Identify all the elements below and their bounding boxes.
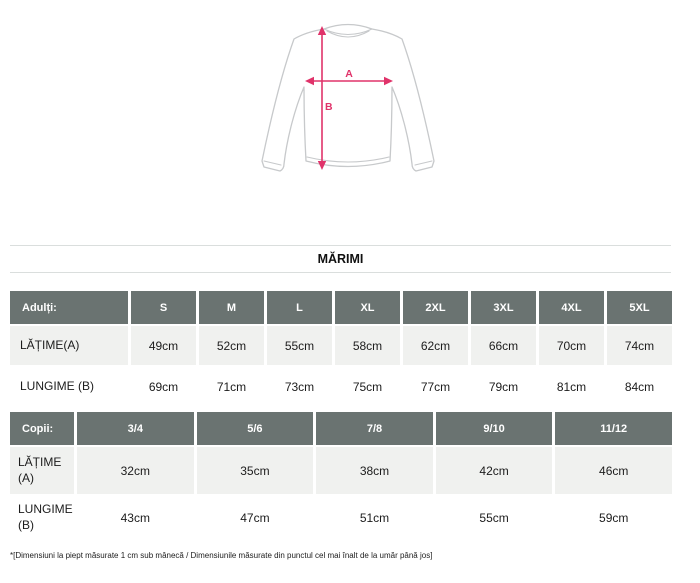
measurement-cell: 66cm: [471, 326, 536, 365]
adults-length-row-label: LUNGIME (B): [20, 378, 95, 393]
measurement-cell: 58cm: [335, 326, 400, 365]
measurement-cell: 49cm: [131, 326, 196, 365]
measurement-cell: 32cm: [77, 447, 194, 494]
children-width-row-label: LĂȚIME (A): [10, 447, 74, 494]
size-column-header-5-6: 5/6: [196, 412, 314, 445]
measurement-cell: 62cm: [403, 326, 468, 365]
measurement-cell: 84cm: [624, 379, 655, 394]
left-cuff-line: [263, 160, 282, 166]
measurement-cell: 46cm: [555, 447, 672, 494]
measurement-footnote: *[Dimensiuni la piept măsurate 1 cm sub …: [10, 551, 433, 560]
size-column-header-11-12: 11/12: [555, 412, 672, 445]
measurement-cell: 47cm: [240, 511, 270, 525]
measurement-cell: 75cm: [352, 379, 383, 394]
measurement-cell: 35cm: [196, 447, 314, 494]
measurement-cell: 59cm: [599, 511, 629, 525]
measurement-cell: 43cm: [120, 511, 150, 525]
shirt-illustration: A B: [261, 23, 435, 172]
measurement-cell: 71cm: [216, 379, 247, 394]
hem-line: [306, 156, 390, 163]
children-size-table: Copii: 3/4 5/6 7/8 9/10 11/12 LĂȚIME (A)…: [10, 412, 672, 540]
width-arrow-right-head: [384, 76, 393, 86]
shirt-measurement-diagram: A B: [228, 6, 472, 190]
collar-rib-line: [326, 30, 370, 38]
size-column-header-3xl: 3XL: [471, 291, 536, 324]
adults-table-corner-label: Adulți:: [10, 291, 128, 324]
right-cuff-line: [414, 160, 433, 166]
length-arrow-top-head: [317, 26, 327, 35]
size-column-header-9-10: 9/10: [435, 412, 553, 445]
measurement-cell: 55cm: [267, 326, 332, 365]
children-table-corner-label: Copii:: [10, 412, 74, 445]
children-length-row-label: LUNGIME (B): [18, 502, 73, 532]
section-title-marimi: MĂRIMI: [10, 245, 671, 273]
length-arrow-bottom-head: [317, 161, 327, 170]
measurement-cell: 69cm: [148, 379, 179, 394]
collar-inner-line: [323, 28, 373, 36]
measurement-cell: 70cm: [539, 326, 604, 365]
size-column-header-3-4: 3/4: [77, 412, 194, 445]
measurement-cell: 51cm: [359, 511, 390, 525]
size-column-header-2xl: 2XL: [403, 291, 468, 324]
measurement-cell: 42cm: [435, 447, 553, 494]
width-arrow-left-head: [305, 76, 314, 86]
size-column-header-5xl: 5XL: [607, 291, 672, 324]
measurement-cell: 52cm: [199, 326, 264, 365]
measurement-cell: 73cm: [284, 379, 315, 394]
measurement-cell: 38cm: [316, 447, 433, 494]
measurement-cell: 79cm: [488, 379, 519, 394]
size-column-header-s: S: [131, 291, 196, 324]
adults-width-row-label: LĂȚIME(A): [10, 326, 128, 365]
measurement-cell: 55cm: [479, 511, 509, 525]
measurement-cell: 77cm: [420, 379, 451, 394]
size-column-header-7-8: 7/8: [316, 412, 433, 445]
size-column-header-m: M: [199, 291, 264, 324]
length-label-b: B: [325, 101, 333, 113]
shirt-outline: [261, 23, 435, 172]
adults-size-table: Adulți: S M L XL 2XL 3XL 4XL 5XL LĂȚIME(…: [10, 291, 672, 406]
measurement-cell: 74cm: [607, 326, 672, 365]
width-label-a: A: [345, 68, 353, 80]
size-column-header-l: L: [267, 291, 332, 324]
size-column-header-4xl: 4XL: [539, 291, 604, 324]
size-column-header-xl: XL: [335, 291, 400, 324]
measurement-cell: 81cm: [556, 379, 587, 394]
